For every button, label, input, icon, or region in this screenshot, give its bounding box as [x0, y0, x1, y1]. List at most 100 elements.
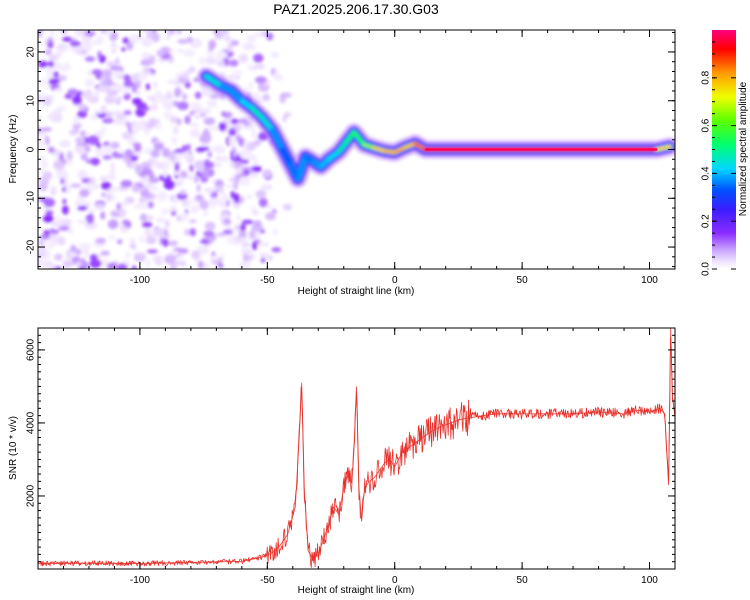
colorbar-ticks: 0.0 0.2 0.4 0.6 0.8	[701, 41, 736, 276]
noise-blob	[65, 251, 73, 260]
noise-blob	[201, 239, 209, 244]
noise-blob	[123, 219, 129, 228]
colorbar-tick-label: 0.8	[701, 70, 712, 84]
noise-blob	[240, 223, 246, 232]
noise-blob	[241, 219, 254, 225]
noise-blob	[193, 111, 202, 118]
noise-blob	[180, 211, 189, 222]
noise-blob	[255, 189, 267, 199]
noise-blob	[109, 234, 116, 240]
noise-blob	[140, 52, 151, 60]
noise-blob	[164, 254, 176, 265]
x-tick-label: -100	[130, 275, 150, 286]
noise-blob	[209, 93, 221, 99]
noise-blob	[184, 228, 191, 236]
noise-blob	[194, 91, 202, 100]
noise-blob	[233, 193, 240, 204]
noise-blob	[129, 244, 136, 249]
noise-blob	[62, 198, 67, 204]
noise-blob	[180, 189, 187, 196]
snr-x-axis-label: Height of straight line (km)	[298, 585, 415, 596]
noise-blob	[147, 234, 152, 243]
noise-blob	[202, 210, 209, 216]
noise-blob	[105, 112, 113, 119]
noise-blob	[247, 64, 256, 71]
noise-blob	[63, 260, 74, 267]
noise-blob	[42, 214, 54, 223]
noise-blob	[53, 87, 64, 92]
noise-blob	[43, 197, 55, 208]
noise-blob	[95, 237, 106, 244]
noise-blob	[272, 208, 277, 214]
noise-blob	[138, 179, 148, 184]
noise-blob	[83, 247, 89, 257]
noise-blob	[148, 118, 157, 128]
noise-blob	[198, 108, 211, 115]
noise-blob	[106, 172, 117, 181]
noise-blob	[84, 56, 96, 62]
noise-blob	[274, 75, 282, 81]
noise-blob	[162, 147, 171, 158]
noise-blob	[223, 35, 232, 42]
spectrogram-heatmap	[38, 30, 675, 269]
noise-blob	[223, 218, 231, 225]
noise-blob	[121, 131, 132, 140]
noise-blob	[129, 238, 136, 244]
noise-blob	[101, 181, 112, 190]
x-tick-label: -50	[260, 575, 275, 586]
noise-blob	[133, 151, 142, 157]
noise-blob	[89, 259, 102, 269]
noise-blob	[113, 70, 125, 77]
noise-blob	[97, 50, 102, 61]
noise-blob	[253, 53, 264, 63]
noise-blob	[187, 69, 194, 75]
noise-blob	[105, 30, 112, 38]
noise-blob	[125, 157, 132, 163]
noise-blob	[245, 43, 253, 50]
noise-blob	[80, 30, 86, 37]
noise-blob	[252, 241, 258, 251]
y-tick-label: -10	[26, 191, 37, 206]
noise-blob	[204, 159, 211, 169]
noise-blob	[38, 92, 45, 98]
noise-blob	[125, 252, 131, 258]
snr-envelope	[38, 328, 675, 564]
noise-blob	[215, 185, 224, 193]
noise-blob	[38, 261, 42, 267]
x-tick-label: 0	[392, 275, 398, 286]
noise-blob	[195, 194, 204, 202]
noise-blob	[38, 139, 45, 149]
noise-blob	[74, 30, 82, 36]
noise-blob	[198, 168, 204, 173]
noise-blob	[156, 49, 164, 57]
noise-blob	[250, 165, 262, 173]
noise-blob	[79, 189, 90, 198]
noise-blob	[222, 230, 233, 234]
noise-blob	[71, 128, 80, 135]
noise-blob	[271, 247, 282, 253]
noise-blob	[112, 153, 125, 159]
noise-blob	[38, 181, 48, 192]
noise-blob	[152, 255, 163, 263]
noise-blob	[143, 128, 151, 136]
noise-blob	[147, 201, 154, 209]
noise-blob	[61, 36, 73, 42]
noise-blob	[228, 59, 239, 67]
colorbar-tick-label: 0.6	[701, 118, 712, 132]
noise-blob	[279, 92, 292, 98]
noise-blob	[109, 84, 122, 90]
noise-blob	[238, 53, 249, 64]
noise-blob	[199, 134, 211, 144]
noise-blob	[176, 118, 182, 126]
noise-blob	[59, 140, 71, 148]
noise-blob	[68, 227, 74, 235]
noise-blob	[124, 76, 132, 84]
noise-blob	[260, 257, 266, 263]
noise-blob	[157, 191, 167, 202]
noise-blob	[232, 150, 237, 158]
noise-blob	[147, 186, 160, 192]
noise-blob	[38, 115, 43, 120]
noise-blob	[53, 71, 59, 78]
